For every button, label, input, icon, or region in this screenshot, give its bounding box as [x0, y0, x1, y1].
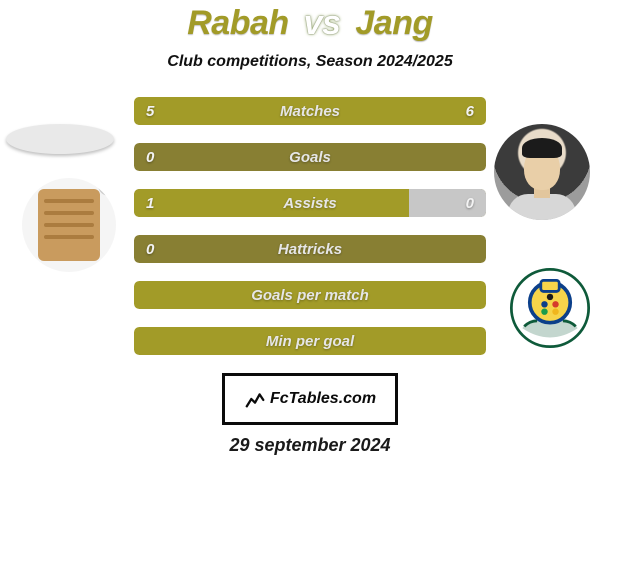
stat-row: Matches5 6 — [134, 97, 486, 125]
stat-label: Goals — [134, 143, 486, 171]
stat-label: Hattricks — [134, 235, 486, 263]
stat-row: Goals per match — [134, 281, 486, 309]
stat-label: Assists — [134, 189, 486, 217]
stat-label: Matches — [134, 97, 486, 125]
comparison-infographic: Rabah vs Jang Club competitions, Season … — [0, 0, 620, 580]
brand-badge[interactable]: FcTables.com — [222, 373, 398, 425]
stat-value-left: 5 — [146, 97, 154, 125]
stat-row: Hattricks0 — [134, 235, 486, 263]
stat-value-right: 6 — [466, 97, 474, 125]
stat-label: Goals per match — [134, 281, 486, 309]
stat-value-right: 0 — [466, 189, 474, 217]
page-title: Rabah vs Jang — [0, 4, 620, 43]
player2-name: Jang — [355, 4, 432, 42]
stat-row: Assists1 0 — [134, 189, 486, 217]
player1-name: Rabah — [187, 4, 288, 42]
stat-value-left: 1 — [146, 189, 154, 217]
stat-row: Goals0 — [134, 143, 486, 171]
stats-bars: Matches56Goals0Assists10Hattricks0Goals … — [0, 97, 620, 355]
stat-value-left: 0 — [146, 235, 154, 263]
stat-row: Min per goal — [134, 327, 486, 355]
title-vs: vs — [298, 4, 347, 42]
stat-value-left: 0 — [146, 143, 154, 171]
footer-date: 29 september 2024 — [0, 435, 620, 456]
brand-text: FcTables.com — [270, 390, 376, 408]
stat-label: Min per goal — [134, 327, 486, 355]
subtitle: Club competitions, Season 2024/2025 — [0, 53, 620, 71]
brand-logo-icon — [244, 388, 266, 410]
